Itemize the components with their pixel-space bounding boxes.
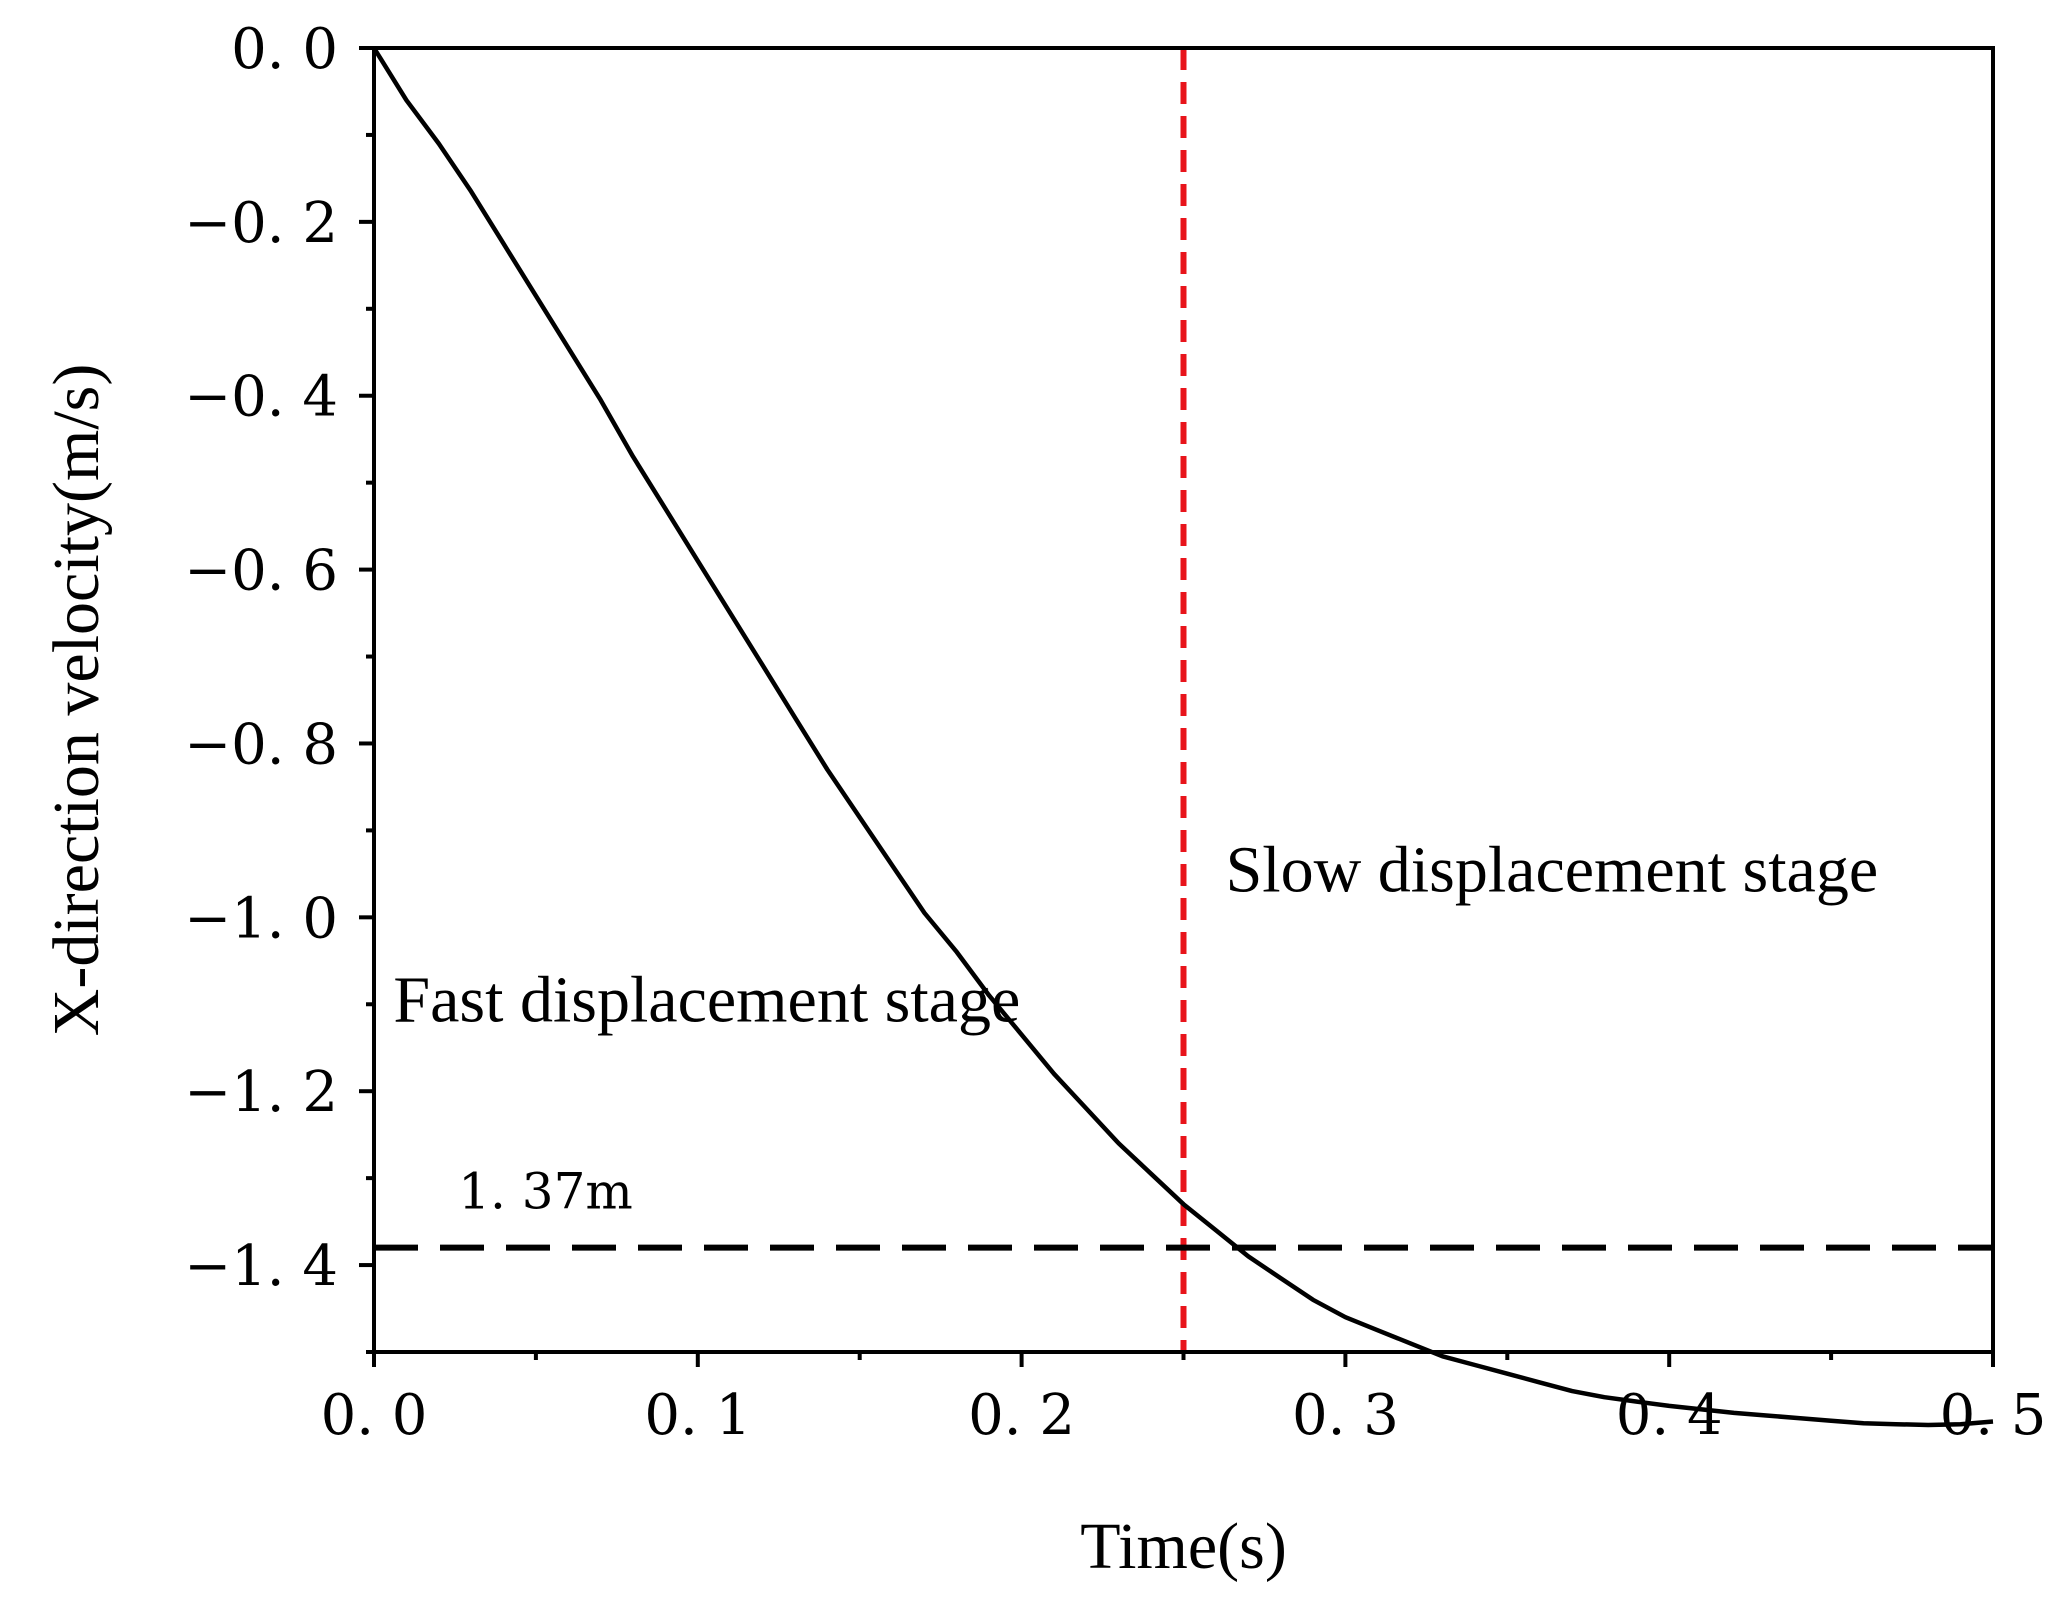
x-axis-title: Time(s) [1080,1510,1287,1583]
y-tick-label-2: −0. 4 [184,365,338,430]
x-tick-label-3: 0. 3 [1292,1383,1399,1448]
y-axis-title: X-direction velocity(m/s) [40,364,113,1037]
fast-stage-annotation: Fast displacement stage [393,964,1020,1037]
x-tick-labels: 0. 0 0. 1 0. 2 0. 3 0. 4 0. 5 [321,1383,2047,1448]
x-tick-label-2: 0. 2 [968,1383,1075,1448]
x-tick-label-1: 0. 1 [644,1383,751,1448]
y-tick-label-4: −0. 8 [184,712,338,777]
y-tick-label-7: −1. 4 [184,1234,338,1299]
limit-annotation: 1. 37m [458,1163,633,1221]
y-tick-label-3: −0. 6 [184,539,338,604]
x-tick-label-0: 0. 0 [321,1383,428,1448]
y-tick-labels: 0. 0 −0. 2 −0. 4 −0. 6 −0. 8 −1. 0 −1. 2 −1. 4 [184,17,338,1299]
slow-stage-annotation: Slow displacement stage [1226,833,1879,906]
plot-frame [372,46,1995,1354]
y-tick-label-6: −1. 2 [184,1060,338,1125]
reference-lines [374,48,1993,1352]
y-tick-label-0: 0. 0 [231,17,338,82]
x-tick-label-5: 0. 5 [1940,1383,2047,1448]
y-tick-label-1: −0. 2 [184,191,338,256]
y-tick-label-5: −1. 0 [184,886,338,951]
velocity-series-line [372,46,1994,1428]
x-tick-label-4: 0. 4 [1616,1383,1723,1448]
